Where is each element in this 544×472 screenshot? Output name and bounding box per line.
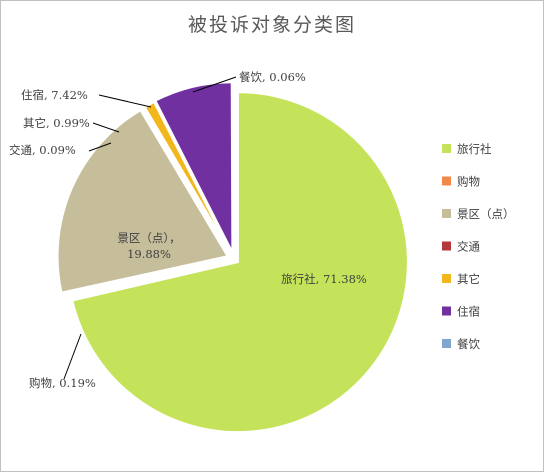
legend-swatch-4	[442, 241, 451, 251]
legend-swatch-1	[442, 144, 451, 153]
data-label-1: 旅行社, 71.38%	[281, 272, 367, 286]
data-label-6: 住宿, 7.42%	[21, 88, 88, 102]
legend-swatch-5	[442, 274, 451, 283]
legend-label-6: 住宿	[457, 305, 480, 319]
pie-slice-1	[71, 91, 409, 434]
legend-swatch-3	[442, 209, 451, 218]
legend-swatch-7	[442, 339, 451, 348]
chart-title: 被投诉对象分类图	[188, 14, 356, 36]
pie-slice-5	[143, 100, 233, 255]
legend-label-5: 其它	[457, 272, 480, 286]
data-labels: 旅行社, 71.38% 购物, 0.19% 景区（点）， 19.88% 交通, 0.09…	[9, 70, 367, 390]
leader-line-5	[92, 122, 120, 133]
data-label-2: 购物, 0.19%	[29, 376, 96, 390]
data-label-7: 餐饮, 0.06%	[239, 70, 306, 84]
pie-slices	[56, 81, 409, 434]
pie-slice-3	[56, 108, 230, 294]
leader-line-7	[192, 76, 237, 93]
pie-slice-2	[66, 258, 235, 299]
legend-label-4: 交通	[457, 240, 480, 254]
pie-slice-7	[232, 87, 235, 260]
legend-label-3: 景区（点）	[457, 207, 515, 221]
legend-label-2: 购物	[457, 175, 480, 189]
leader-lines	[63, 76, 237, 380]
legend-label-7: 餐饮	[457, 337, 480, 351]
data-label-3-line-1: 景区（点），	[117, 231, 180, 245]
legend-swatch-6	[442, 306, 451, 316]
legend-label-1: 旅行社	[457, 142, 492, 156]
legend-swatch-2	[442, 176, 451, 186]
data-label-3-line-2: 19.88%	[127, 247, 171, 261]
leader-line-2	[63, 333, 82, 380]
data-label-5: 其它, 0.99%	[23, 116, 90, 130]
data-label-4: 交通, 0.09%	[9, 143, 76, 157]
leader-line-6	[98, 94, 152, 108]
leader-line-4	[88, 142, 112, 152]
pie-slice-6	[154, 81, 234, 253]
